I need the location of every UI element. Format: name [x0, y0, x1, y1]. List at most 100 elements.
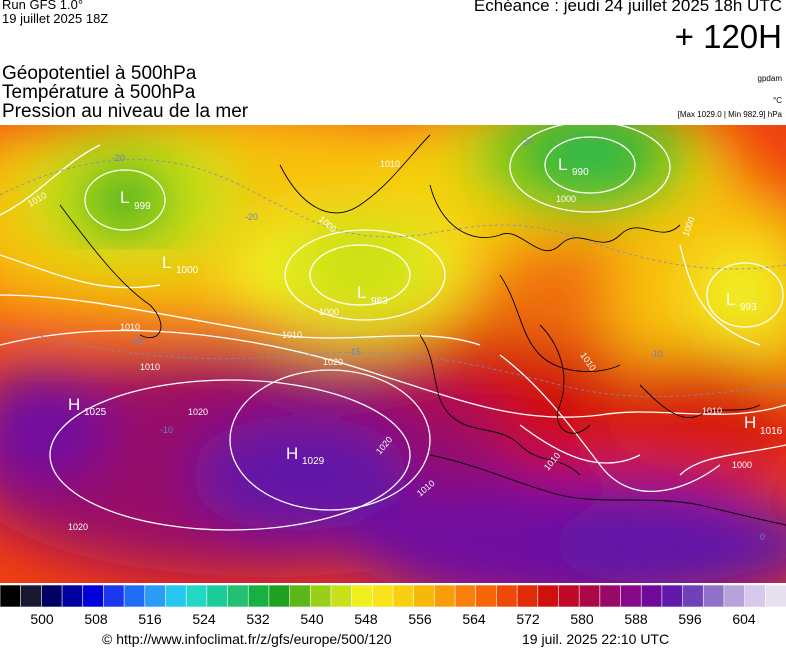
isobars	[0, 125, 786, 531]
color-scale-cell	[165, 585, 187, 608]
title-pressure: Pression au niveau de la mer	[2, 101, 249, 122]
color-scale-tick: 508	[84, 611, 108, 627]
run-model: Run GFS 1.0°	[2, 0, 84, 12]
svg-text:1000: 1000	[556, 194, 576, 204]
color-scale-cell	[289, 585, 312, 608]
color-scale-tick: 516	[138, 611, 162, 627]
color-scale-ticks: 500 508 516 524 532 540 548 556 564 572 580 588 596 6…	[30, 611, 756, 627]
color-scale-cell	[599, 585, 622, 608]
isotherms	[0, 159, 786, 397]
color-scale-cell	[144, 585, 167, 608]
color-scale-tick: 572	[516, 611, 540, 627]
svg-text:-10: -10	[650, 349, 663, 359]
svg-text:-15: -15	[348, 347, 361, 357]
svg-text:0: 0	[760, 532, 765, 542]
color-scale-cell	[723, 585, 746, 608]
svg-text:1010: 1010	[140, 362, 160, 372]
svg-text:1010: 1010	[702, 406, 722, 416]
run-date: 19 juillet 2025 18Z	[2, 11, 109, 26]
svg-text:L: L	[120, 188, 129, 207]
forecast-hour: + 120H	[674, 18, 782, 55]
low-center: L 999	[120, 188, 151, 212]
svg-text:983: 983	[371, 296, 388, 307]
color-scale-tick: 532	[246, 611, 270, 627]
svg-text:L: L	[558, 155, 567, 174]
color-scale-cell	[765, 585, 786, 608]
svg-text:-15: -15	[130, 336, 143, 346]
color-scale-cell	[309, 585, 332, 608]
low-center: L 1000	[162, 253, 199, 276]
svg-text:990: 990	[572, 167, 589, 178]
color-scale-cell	[103, 585, 125, 608]
temperature-labels: -20 -20 -20 -15 -15 -10 -10 0	[112, 137, 765, 542]
color-scale-tick: 604	[732, 611, 756, 627]
color-scale-cell	[61, 585, 84, 608]
svg-text:1020: 1020	[323, 357, 343, 367]
color-scale-cell	[206, 585, 229, 608]
color-scale-cell	[516, 585, 539, 608]
color-scale-cell	[475, 585, 498, 608]
color-scale-cell	[702, 585, 725, 608]
pressure-range: [Max 1029.0 | Min 982.9] hPa	[677, 110, 782, 119]
color-scale-tick: 588	[624, 611, 648, 627]
color-scale-cell	[0, 585, 22, 608]
color-scale-cell	[123, 585, 146, 608]
svg-text:L: L	[357, 283, 366, 302]
color-scale-tick: 580	[570, 611, 594, 627]
color-scale-cell	[661, 585, 684, 608]
color-scale-cell	[578, 585, 601, 608]
echeance-label: Echéance : jeudi 24 juillet 2025 18h UTC	[473, 0, 782, 15]
color-scale-cells	[0, 585, 786, 608]
svg-text:-10: -10	[160, 425, 173, 435]
low-center: L 990	[558, 155, 589, 178]
color-scale-cell	[640, 585, 663, 608]
svg-text:1000: 1000	[732, 460, 752, 470]
svg-text:H: H	[744, 413, 756, 432]
color-scale-tick: 556	[408, 611, 432, 627]
source-url[interactable]: © http://www.infoclimat.fr/z/gfs/europe/…	[102, 631, 392, 647]
svg-text:-20: -20	[112, 153, 125, 163]
color-scale-cell	[268, 585, 291, 608]
title-geopotential: Géopotentiel à 500hPa	[2, 63, 197, 84]
color-scale-tick: 524	[192, 611, 216, 627]
generated-timestamp: 19 juil. 2025 22:10 UTC	[522, 631, 670, 647]
color-scale-cell	[351, 585, 374, 608]
unit-geopotential: gpdam	[757, 74, 782, 83]
color-scale-cell	[744, 585, 767, 608]
low-center: L 993	[726, 290, 757, 313]
color-scale-cell	[537, 585, 560, 608]
color-scale-cell	[20, 585, 43, 608]
color-scale-cell	[620, 585, 643, 608]
svg-text:H: H	[286, 444, 298, 463]
run-info: Run GFS 1.0° 19 juillet 2025 18Z	[2, 0, 108, 26]
svg-text:993: 993	[740, 302, 757, 313]
color-scale-cell	[392, 585, 415, 608]
color-scale-cell	[372, 585, 394, 608]
color-scale-cell	[185, 585, 208, 608]
svg-text:1020: 1020	[68, 522, 88, 532]
color-scale-tick: 596	[678, 611, 702, 627]
svg-text:1016: 1016	[760, 426, 783, 437]
color-scale-cell	[41, 585, 63, 608]
svg-text:-20: -20	[520, 137, 533, 147]
svg-text:L: L	[162, 253, 171, 272]
coastlines	[59, 134, 786, 526]
svg-text:1010: 1010	[120, 322, 140, 332]
svg-text:1010: 1010	[282, 330, 302, 340]
low-center: L 983	[357, 283, 388, 307]
svg-text:999: 999	[134, 201, 151, 212]
high-center: H 1029	[286, 444, 325, 467]
high-center: H 1025	[68, 395, 107, 418]
color-scale-cell	[82, 585, 105, 608]
svg-text:1000: 1000	[176, 265, 199, 276]
svg-text:1029: 1029	[302, 456, 325, 467]
svg-text:-20: -20	[245, 212, 258, 222]
color-scale-cell	[496, 585, 518, 608]
color-scale-cell	[454, 585, 477, 608]
svg-text:1025: 1025	[84, 407, 107, 418]
color-scale-cell	[330, 585, 353, 608]
color-scale-tick: 564	[462, 611, 486, 627]
map-titles: Géopotentiel à 500hPa Température à 500h…	[2, 64, 248, 121]
